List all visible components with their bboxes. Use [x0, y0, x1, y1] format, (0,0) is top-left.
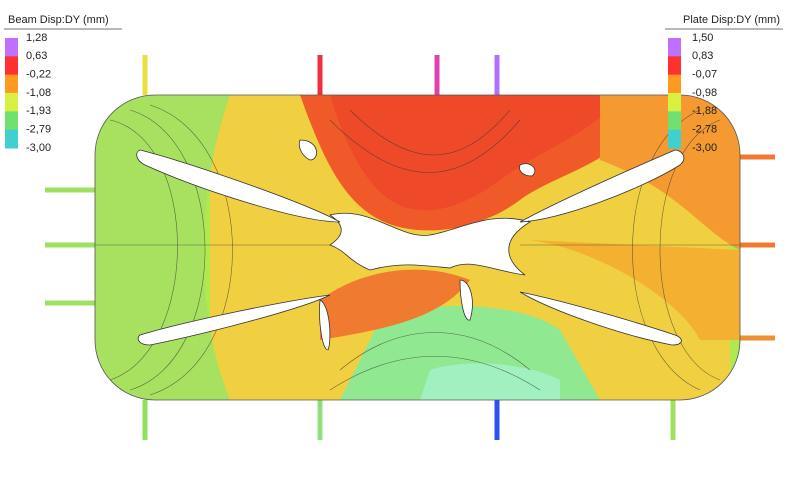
- legend-swatch: [5, 111, 18, 131]
- legend-label: 0,63: [26, 50, 47, 62]
- legend-swatch: [668, 129, 681, 149]
- legend-label: -3,00: [26, 142, 51, 154]
- legend-swatch: [5, 38, 18, 57]
- legend-label: -1,08: [26, 87, 51, 99]
- plate-outline: [94, 94, 741, 401]
- legend-label: -3,00: [692, 142, 717, 154]
- legend-swatch: [5, 93, 18, 112]
- legend-label: -2,78: [692, 124, 717, 136]
- legend-swatch: [5, 56, 18, 76]
- legend-label: -1,88: [692, 105, 717, 117]
- legend-label: -0,07: [692, 69, 717, 81]
- legend-label: -0,98: [692, 87, 717, 99]
- legend-title: Beam Disp:DY (mm): [8, 14, 109, 26]
- legend-label: -1,93: [26, 105, 51, 117]
- legend-swatch: [668, 38, 681, 57]
- legends: Beam Disp:DY (mm) 1,28 0,63 -0,22 -1,08 -1,93…: [4, 14, 783, 154]
- legend-label: 1,50: [692, 32, 713, 44]
- legend-label: 0,83: [692, 50, 713, 62]
- legend-swatch: [668, 111, 681, 131]
- legend-swatch: [668, 93, 681, 112]
- legend-swatch: [5, 74, 18, 94]
- legend-title: Plate Disp:DY (mm): [683, 14, 780, 26]
- legend-swatch: [5, 129, 18, 149]
- legend-swatch: [668, 74, 681, 94]
- legend-label: -2,79: [26, 124, 51, 136]
- legend-label: 1,28: [26, 32, 47, 44]
- openings: [136, 139, 685, 351]
- legend-swatch: [668, 56, 681, 76]
- legend-label: -0,22: [26, 69, 51, 81]
